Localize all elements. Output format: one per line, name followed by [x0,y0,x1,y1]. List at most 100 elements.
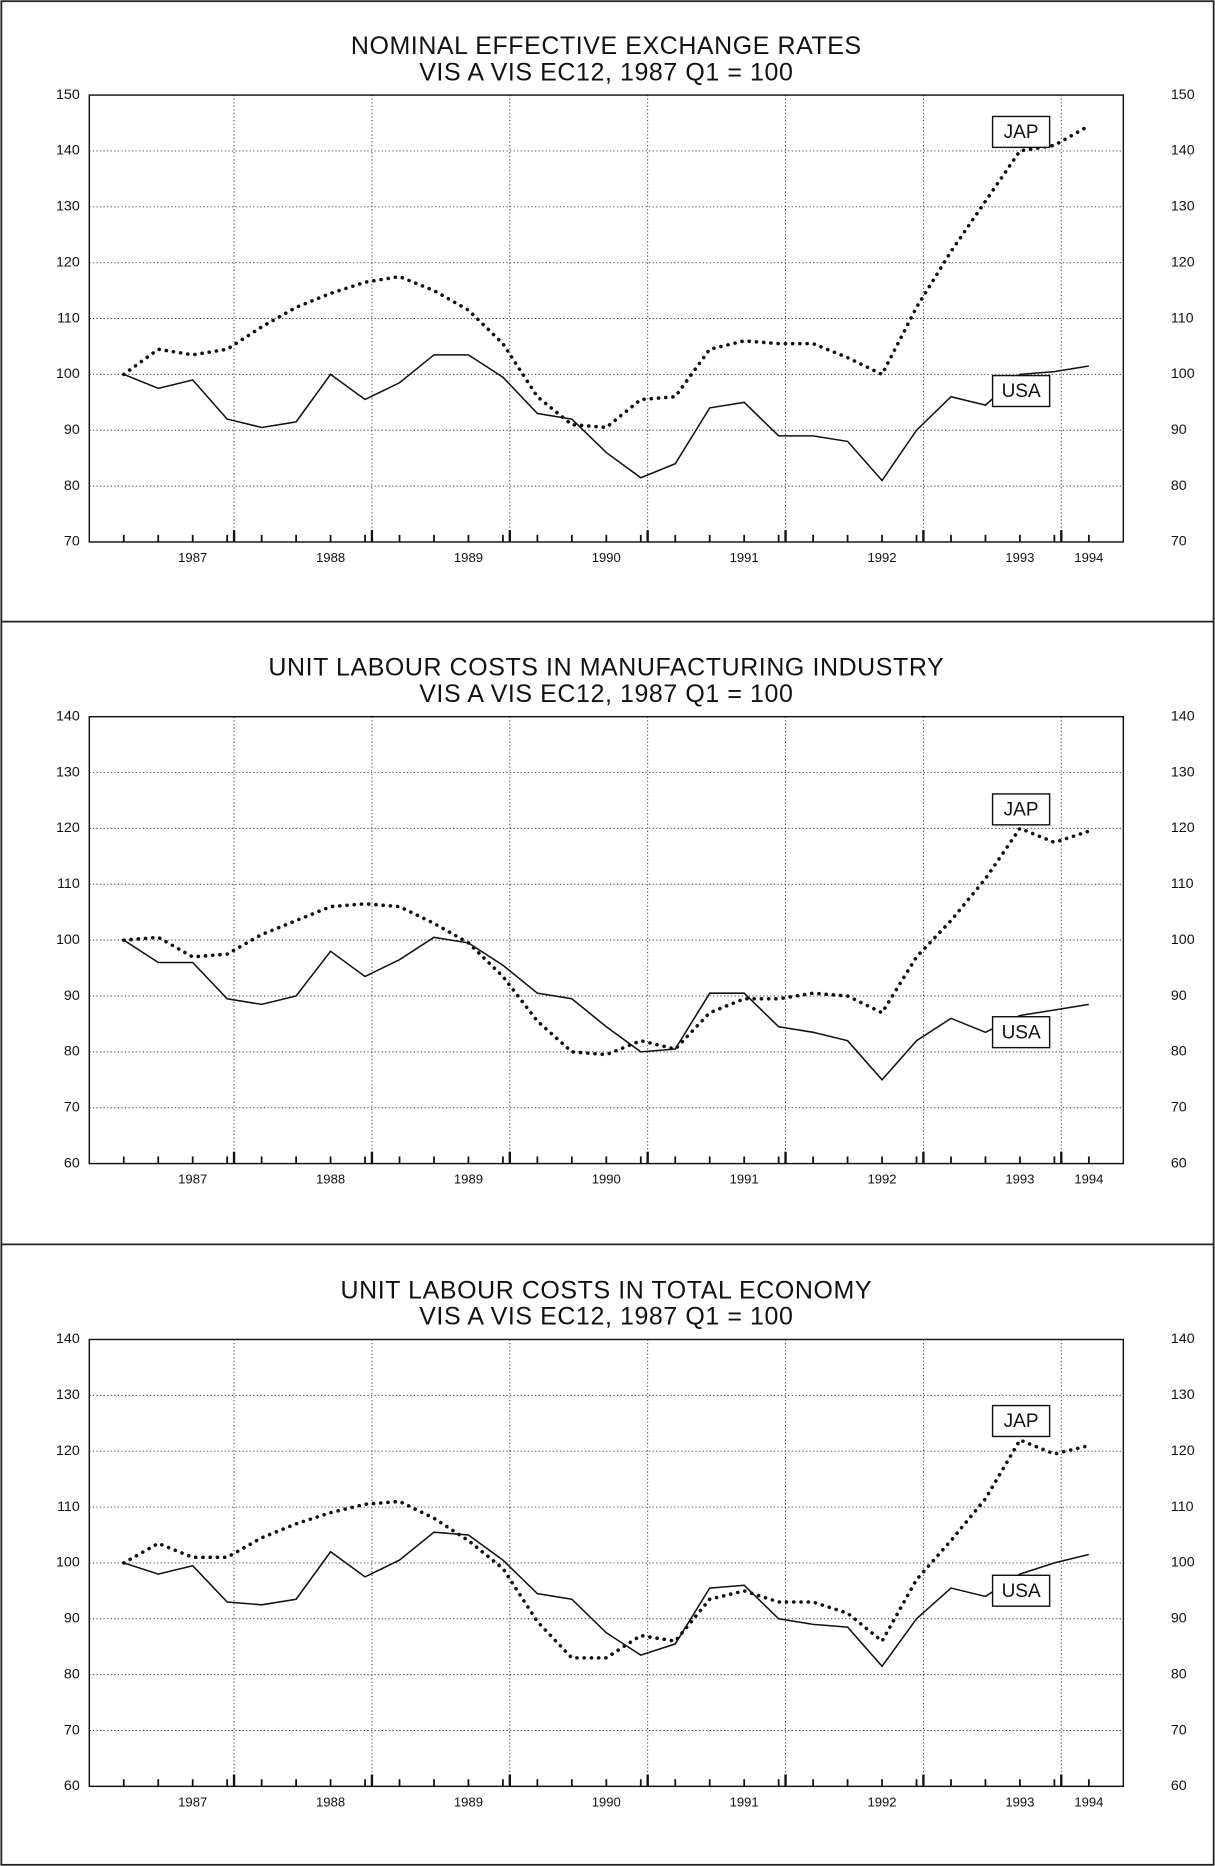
x-tick-label: 1992 [868,1794,897,1809]
chart-subtitle: VIS A VIS EC12, 1987 Q1 = 100 [419,680,793,708]
y-tick-label: 90 [64,422,80,438]
legend-label: USA [1002,1022,1041,1043]
chart-subtitle: VIS A VIS EC12, 1987 Q1 = 100 [419,1303,793,1331]
legend-box [991,115,1051,149]
y2-tick-label: 140 [1171,708,1195,724]
y2-tick-label: 130 [1171,199,1195,215]
y2-tick-label: 70 [1171,1722,1187,1738]
y2-tick-label: 70 [1171,1099,1187,1115]
y2-tick-label: 110 [1171,876,1194,892]
x-tick-label: 1993 [1005,1172,1034,1187]
y-tick-label: 90 [64,988,80,1004]
legend-label: USA [1002,1581,1041,1602]
y-tick-label: 100 [56,366,80,382]
y2-tick-label: 90 [1171,1611,1187,1627]
x-tick-label: 1989 [454,1172,483,1187]
y-tick-label: 60 [64,1778,80,1794]
series-line [123,936,1089,1081]
y-tick-label: 130 [56,1387,80,1403]
x-tick-label: 1989 [454,1794,483,1809]
plot-frame [88,94,1125,543]
series-line [121,826,1091,1057]
y-tick-label: 140 [56,1331,80,1347]
y-tick-label: 120 [56,1443,80,1459]
y2-tick-label: 70 [1171,534,1187,550]
legend-label: JAP [1004,800,1039,821]
x-tick-label: 1993 [1005,1794,1034,1809]
y-tick-label: 80 [64,1666,80,1682]
plot-frame [88,1338,1125,1788]
chart-title: UNIT LABOUR COSTS IN MANUFACTURING INDUS… [268,654,944,682]
y-tick-label: 130 [56,764,80,780]
chart-title: NOMINAL EFFECTIVE EXCHANGE RATES [351,32,862,60]
chart-subtitle: VIS A VIS EC12, 1987 Q1 = 100 [419,58,793,86]
y-tick-label: 80 [64,478,80,494]
y2-tick-label: 60 [1171,1155,1187,1171]
y-tick-label: 110 [57,876,80,892]
x-tick-label: 1991 [730,1172,759,1187]
y-tick-label: 150 [56,87,80,103]
x-tick-label: 1993 [1005,550,1034,565]
plot-frame [88,715,1125,1165]
y-tick-label: 70 [64,1722,80,1738]
x-tick-label: 1994 [1074,550,1103,565]
x-tick-label: 1987 [178,550,207,565]
y-tick-label: 90 [64,1611,80,1627]
y2-tick-label: 120 [1171,254,1195,270]
y2-tick-label: 100 [1171,932,1195,948]
y2-tick-label: 100 [1171,1555,1195,1571]
x-tick-label: 1992 [868,550,897,565]
y-tick-label: 110 [57,310,80,326]
y2-tick-label: 110 [1171,310,1194,326]
y-tick-label: 140 [56,708,80,724]
legend-box [991,1574,1051,1607]
y2-tick-label: 90 [1171,988,1187,1004]
x-tick-label: 1991 [730,550,759,565]
series-line [123,354,1089,482]
series-line [121,1437,1091,1660]
y2-tick-label: 140 [1171,1331,1195,1347]
y-tick-label: 110 [57,1499,80,1515]
y2-tick-label: 100 [1171,366,1195,382]
y-tick-label: 130 [56,199,80,215]
x-tick-label: 1990 [592,550,621,565]
y-tick-label: 80 [64,1044,80,1060]
y2-tick-label: 150 [1171,87,1195,103]
legend-box [991,1016,1051,1049]
y2-tick-label: 80 [1171,1666,1187,1682]
legend-box [991,374,1051,408]
y2-tick-label: 130 [1171,1387,1195,1403]
y-tick-label: 120 [56,820,80,836]
x-tick-label: 1987 [178,1172,207,1187]
y2-tick-label: 80 [1171,478,1187,494]
x-tick-label: 1990 [592,1794,621,1809]
y-tick-label: 120 [56,254,80,270]
legend-box [991,1404,1051,1438]
x-tick-label: 1994 [1074,1794,1103,1809]
x-tick-label: 1988 [316,1794,345,1809]
x-tick-label: 1991 [730,1794,759,1809]
x-tick-label: 1988 [316,550,345,565]
y-tick-label: 140 [56,143,80,159]
y-tick-label: 100 [56,1555,80,1571]
x-tick-label: 1994 [1074,1172,1103,1187]
y2-tick-label: 140 [1171,143,1195,159]
y2-tick-label: 120 [1171,1443,1195,1459]
chart-title: UNIT LABOUR COSTS IN TOTAL ECONOMY [341,1277,873,1305]
y2-tick-label: 110 [1171,1499,1194,1515]
x-tick-label: 1988 [316,1172,345,1187]
x-tick-label: 1990 [592,1172,621,1187]
y2-tick-label: 80 [1171,1044,1187,1060]
legend-label: USA [1002,381,1041,402]
series-line [123,1531,1090,1668]
y-tick-label: 70 [64,534,80,550]
x-tick-label: 1989 [454,550,483,565]
y2-tick-label: 120 [1171,820,1195,836]
y2-tick-label: 60 [1171,1778,1187,1794]
y-tick-label: 70 [64,1099,80,1115]
y-tick-label: 100 [56,932,80,948]
series-line [121,124,1091,430]
y-tick-label: 60 [64,1155,80,1171]
